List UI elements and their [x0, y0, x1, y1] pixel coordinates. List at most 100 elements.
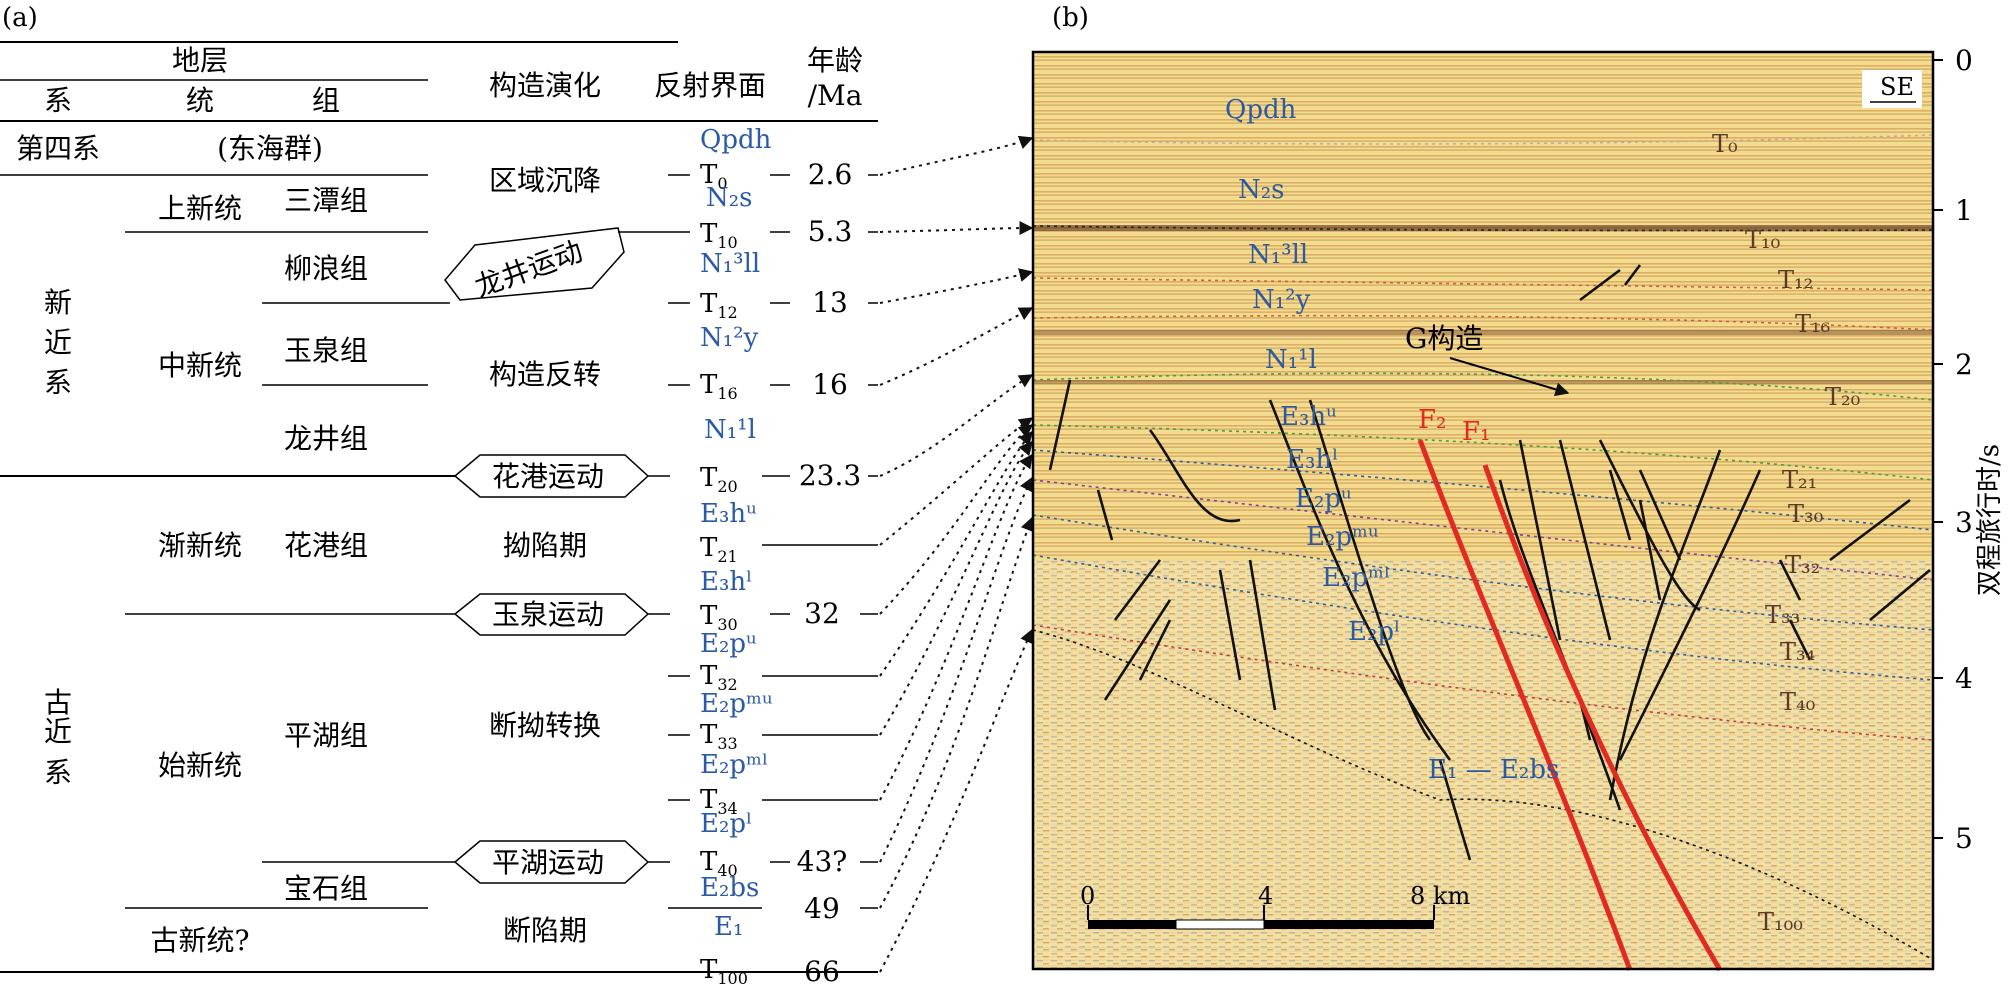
reflector-t12: T12 — [700, 289, 738, 322]
system-neogene-2: 近 — [44, 326, 72, 359]
series-oligocene: 渐新统 — [158, 529, 242, 562]
connector-arrows — [879, 135, 1034, 973]
direction-label: SE — [1880, 73, 1914, 101]
age-e2bs: 49 — [804, 892, 840, 925]
horizon-t100 — [1032, 629, 1934, 961]
panel-b-label: (b) — [1052, 3, 1089, 33]
seis-t33: T₃₃ — [1765, 601, 1800, 629]
series-paleocene: 古新统? — [150, 924, 249, 957]
horizon-t21 — [1032, 424, 1934, 481]
evolution-fault-depression-transition: 断拗转换 — [489, 709, 601, 742]
header-stratum: 地层 — [172, 44, 228, 77]
system-neogene-3: 系 — [44, 366, 72, 399]
unit-e2bs: E₂bs — [700, 873, 759, 903]
system-paleogene-1: 古 — [44, 686, 72, 719]
formation-liulang: 柳浪组 — [284, 252, 368, 285]
formation-pinghu: 平湖组 — [284, 719, 368, 752]
fault-f1 — [1482, 464, 1723, 972]
longjing-movement-box: 龙井运动 — [444, 227, 625, 304]
direction-indicator: SE — [1862, 70, 1922, 108]
series-eocene: 始新统 — [158, 749, 242, 782]
reflector-t20: T20 — [700, 463, 738, 496]
formation-longjing: 龙井组 — [284, 422, 368, 455]
evolution-huagang-movement: 花港运动 — [492, 460, 604, 493]
huagang-movement-box: 花港运动 — [453, 454, 650, 498]
age-t10: 5.3 — [808, 215, 853, 248]
age-t12: 13 — [812, 286, 848, 319]
seis-t34: T₃₄ — [1780, 638, 1815, 666]
unit-n11l: N₁¹l — [704, 415, 756, 445]
horizon-t0 — [1032, 134, 1934, 145]
seismic-reflector-labels: T₀ T₁₀ T₁₂ T₁₆ T₂₀ T₂₁ T₃₀ T₃₂ T₃₃ T₃₄ T… — [1712, 130, 1860, 936]
seis-t100: T₁₀₀ — [1758, 908, 1803, 936]
header-reflector: 反射界面 — [654, 69, 766, 102]
header-evolution: 构造演化 — [489, 69, 601, 102]
axis-tick-4: 4 — [1955, 662, 1973, 695]
scale-0: 0 — [1080, 882, 1095, 910]
series-miocene: 中新统 — [158, 349, 242, 382]
unit-n12y: N₁²y — [700, 323, 759, 353]
formation-yuquan: 玉泉组 — [284, 334, 368, 367]
reflector-t16: T16 — [700, 370, 738, 403]
reflector-t100: T100 — [700, 955, 748, 986]
age-column: 2.6 5.3 13 16 23.3 32 43? 49 66 — [618, 158, 878, 988]
seis-t32: T₃₂ — [1785, 551, 1820, 579]
age-t20: 23.3 — [799, 459, 861, 492]
seis-unit-e2pmu: E₂pᵐᵘ — [1306, 522, 1378, 552]
evolution-regional-subsidence: 区域沉降 — [489, 164, 601, 197]
seis-unit-n13ll: N₁³ll — [1248, 240, 1308, 270]
system-paleogene-3: 系 — [44, 756, 72, 789]
seis-t21: T₂₁ — [1782, 466, 1817, 494]
formation-baoshi: 宝石组 — [284, 872, 368, 905]
unit-e2pl: E₂pˡ — [700, 809, 752, 839]
reflector-t30: T30 — [700, 601, 738, 634]
unit-e1: E₁ — [714, 912, 743, 942]
system-paleogene-2: 近 — [44, 715, 72, 748]
seis-t12: T₁₂ — [1778, 266, 1813, 294]
seis-t0: T₀ — [1712, 130, 1738, 158]
unit-e2pmu: E₂pᵐᵘ — [700, 689, 772, 719]
seis-t30: T₃₀ — [1788, 500, 1823, 528]
horizon-t20 — [1032, 372, 1934, 401]
header-formation: 组 — [312, 84, 340, 117]
header-series: 统 — [186, 84, 214, 117]
system-neogene-1: 新 — [44, 286, 72, 319]
fault-f1-label: F₁ — [1462, 417, 1490, 447]
horizon-t32 — [1032, 479, 1934, 581]
reflector-t21: T21 — [700, 533, 738, 566]
age-t16: 16 — [812, 368, 848, 401]
panel-a-label: (a) — [2, 3, 38, 33]
g-structure-label: G构造 — [1405, 322, 1483, 355]
axis-tick-2: 2 — [1955, 348, 1973, 381]
scale-8km: 8 km — [1410, 882, 1470, 910]
seis-t10: T₁₀ — [1745, 226, 1780, 254]
g-structure-arrow — [1449, 357, 1570, 397]
seis-t20: T₂₀ — [1825, 383, 1860, 411]
axis-tick-3: 3 — [1955, 506, 1973, 539]
evolution-structural-inversion: 构造反转 — [489, 358, 601, 391]
series-pliocene: 上新统 — [158, 192, 242, 225]
seis-unit-e3hu: E₃hᵘ — [1280, 402, 1337, 432]
age-t100: 66 — [804, 955, 840, 986]
formation-huagang: 花港组 — [284, 529, 368, 562]
unit-qpdh: Qpdh — [700, 125, 772, 155]
scale-4: 4 — [1258, 882, 1273, 910]
evolution-yuquan-movement: 玉泉运动 — [492, 598, 604, 631]
reflector-t10: T10 — [700, 219, 738, 252]
horizon-t12 — [1032, 277, 1934, 291]
header-system: 系 — [44, 84, 72, 117]
seis-unit-e3hl: E₃hˡ — [1286, 445, 1338, 475]
seis-unit-qpdh: Qpdh — [1225, 95, 1297, 125]
formation-santan: 三潭组 — [284, 184, 368, 217]
seis-unit-n2s: N₂s — [1238, 175, 1285, 205]
unit-e2pml: E₂pᵐˡ — [700, 750, 768, 780]
reflector-column: Qpdh T0 N₂s T10 N₁³ll T12 N₁²y T16 N₁¹l … — [668, 125, 878, 988]
seis-unit-e2pl: E₂pˡ — [1348, 617, 1400, 647]
pinghu-movement-box: 平湖运动 — [453, 840, 650, 884]
seis-unit-n11l: N₁¹l — [1265, 345, 1317, 375]
axis-tick-5: 5 — [1955, 822, 1973, 855]
evolution-rift: 断陷期 — [503, 914, 587, 947]
unit-n2s: N₂s — [706, 183, 753, 213]
unit-e3hu: E₃hᵘ — [700, 499, 757, 529]
